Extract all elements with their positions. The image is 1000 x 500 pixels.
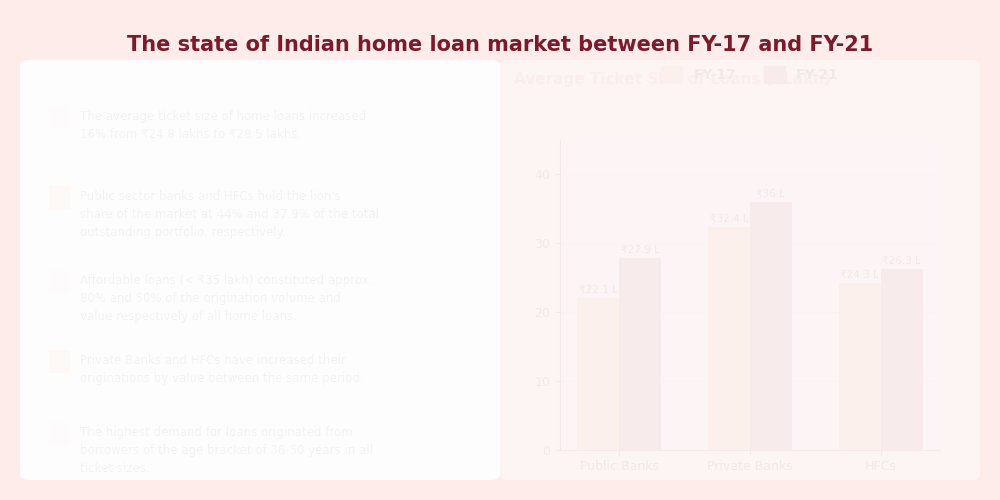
Text: ₹24.3 L: ₹24.3 L xyxy=(840,270,879,280)
Bar xyxy=(577,298,619,450)
Bar xyxy=(839,282,881,450)
Text: ₹36 L: ₹36 L xyxy=(756,189,785,199)
Text: The average ticket size of home loans increased
16% from ₹24.8 lakhs to ₹28.5 la: The average ticket size of home loans in… xyxy=(80,110,366,141)
Bar xyxy=(881,269,923,450)
Text: ₹27.9 L: ₹27.9 L xyxy=(621,245,660,255)
Bar xyxy=(49,350,69,372)
Bar xyxy=(49,422,69,444)
Text: Private Banks and HFCs have increased their
originations by value between the sa: Private Banks and HFCs have increased th… xyxy=(80,354,363,385)
Text: The highest demand for loans originated from
borrowers of the age bracket of 36-: The highest demand for loans originated … xyxy=(80,426,373,475)
Bar xyxy=(708,227,750,450)
Text: ₹22.1 L: ₹22.1 L xyxy=(579,285,618,295)
Text: Affordable loans (< ₹35 lakh) constituted approx.
80% and 50% of the origination: Affordable loans (< ₹35 lakh) constitute… xyxy=(80,274,372,323)
Text: The state of Indian home loan market between FY-17 and FY-21: The state of Indian home loan market bet… xyxy=(127,35,873,55)
Text: ₹26.3 L: ₹26.3 L xyxy=(882,256,921,266)
Legend: FY-17, FY-21: FY-17, FY-21 xyxy=(656,60,844,88)
Text: Public sector banks and HFCs hold the lion's
share of the market at 44% and 37.9: Public sector banks and HFCs hold the li… xyxy=(80,190,379,239)
Bar xyxy=(619,258,661,450)
Bar xyxy=(49,270,69,292)
Bar xyxy=(49,106,69,128)
Text: Average Ticket Size of Loans (₹Lakh): Average Ticket Size of Loans (₹Lakh) xyxy=(514,72,831,88)
Bar xyxy=(750,202,792,450)
Bar xyxy=(49,186,69,208)
Text: ₹32.4 L: ₹32.4 L xyxy=(710,214,749,224)
